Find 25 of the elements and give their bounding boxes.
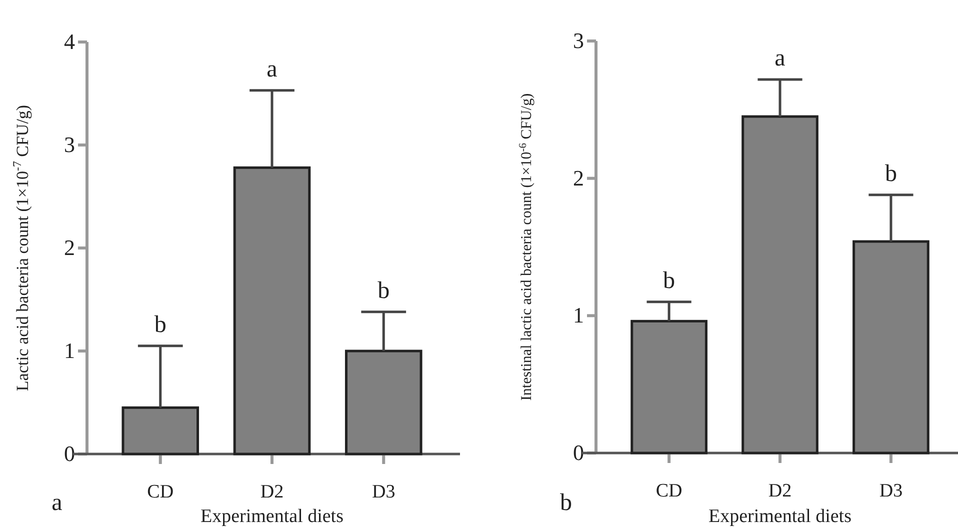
annotation: b xyxy=(154,312,166,338)
x-tick-label: D2 xyxy=(768,480,792,502)
x-tick-label: CD xyxy=(656,480,682,502)
y-tick-label: 3 xyxy=(64,132,75,158)
x-tick-label: D2 xyxy=(260,481,284,502)
x-axis-title: Experimental diets xyxy=(200,506,344,527)
x-tick-label: D3 xyxy=(879,480,903,502)
annotation: a xyxy=(266,56,278,82)
y-tick-label: 1 xyxy=(573,302,584,328)
annotation: b xyxy=(884,160,897,187)
annotation: b xyxy=(378,278,390,304)
y-tick-label: 2 xyxy=(64,235,75,260)
text: b xyxy=(560,490,572,516)
x-axis-title: Experimental diets xyxy=(708,506,852,527)
annotation: b xyxy=(663,268,676,294)
annotation: a xyxy=(774,45,786,72)
y-tick-label: 0 xyxy=(64,441,75,466)
x-tick-label: CD xyxy=(147,481,174,502)
y-tick-label: 2 xyxy=(573,165,584,190)
y-tick-label: 1 xyxy=(64,338,75,364)
y-tick-label: 3 xyxy=(573,28,584,54)
x-tick-label: D3 xyxy=(372,481,396,502)
y-tick-label: 4 xyxy=(64,29,75,54)
text: a xyxy=(52,490,63,516)
y-tick-label: 0 xyxy=(573,440,584,466)
